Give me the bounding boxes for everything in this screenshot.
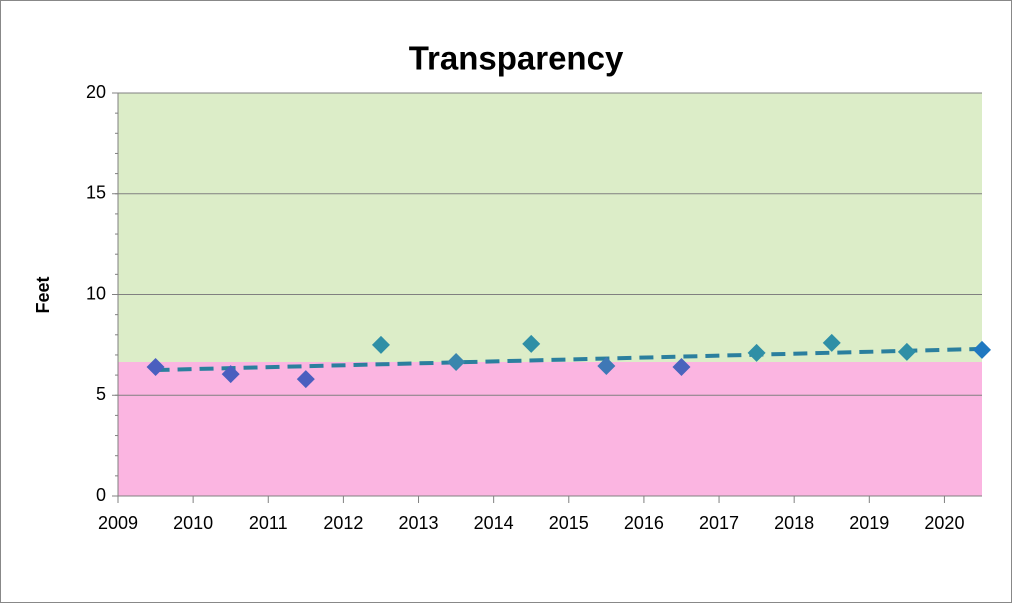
data-point (447, 353, 466, 372)
y-tick-label: 15 (86, 183, 106, 203)
data-point (221, 365, 240, 384)
data-point (371, 335, 390, 354)
x-tick-label: 2018 (774, 513, 814, 533)
x-tick-label: 2019 (849, 513, 889, 533)
x-tick-label: 2016 (624, 513, 664, 533)
y-tick-label: 20 (86, 82, 106, 102)
x-tick-label: 2012 (323, 513, 363, 533)
chart-title: Transparency (409, 40, 624, 77)
data-point (822, 333, 841, 352)
x-tick-label: 2015 (549, 513, 589, 533)
data-point (146, 358, 165, 377)
data-point (597, 357, 616, 376)
x-tick-label: 2014 (474, 513, 514, 533)
y-axis-label: Feet (33, 276, 53, 313)
trend-line (155, 346, 983, 373)
x-tick-label: 2010 (173, 513, 213, 533)
x-tick-label: 2017 (699, 513, 739, 533)
data-point (522, 334, 541, 353)
x-tick-label: 2020 (924, 513, 964, 533)
data-point (897, 342, 916, 361)
x-tick-label: 2009 (98, 513, 138, 533)
x-tick-label: 2013 (398, 513, 438, 533)
y-tick-label: 5 (96, 384, 106, 404)
y-tick-label: 0 (96, 485, 106, 505)
background-band (118, 362, 982, 496)
data-point (973, 340, 991, 359)
data-point (296, 370, 315, 389)
data-point (747, 343, 766, 362)
y-tick-label: 10 (86, 283, 106, 303)
data-point (672, 358, 691, 377)
x-tick-label: 2011 (249, 513, 288, 533)
background-band (118, 93, 982, 363)
